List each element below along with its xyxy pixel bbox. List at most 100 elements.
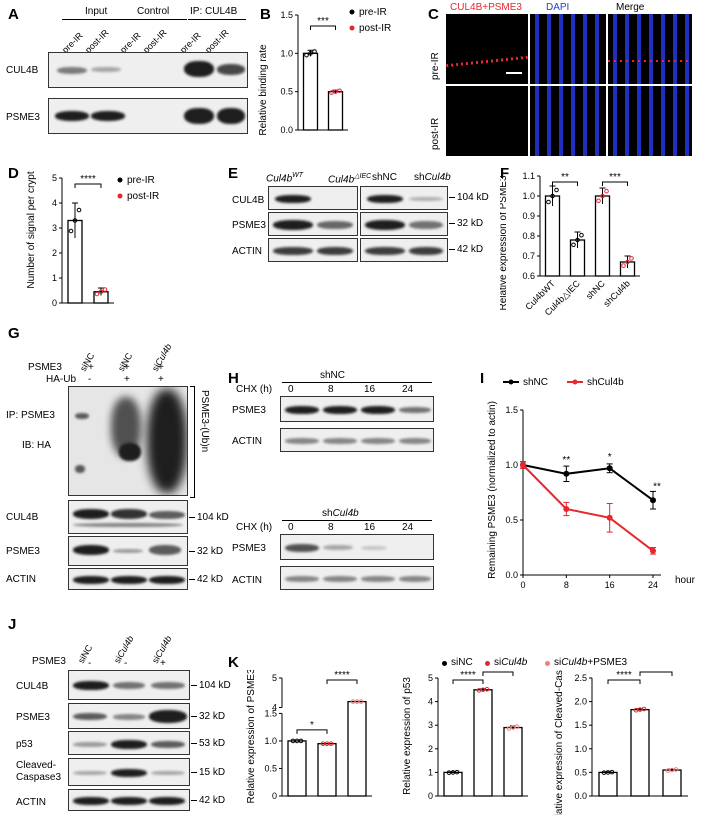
blot-psme3-mice: [268, 212, 358, 236]
blot-psme3: [68, 703, 190, 729]
bar: [598, 771, 618, 797]
bar: [443, 771, 463, 797]
row-label-cul4b: CUL4B: [6, 65, 39, 76]
sig-bracket: [607, 679, 641, 684]
data-point: [575, 237, 580, 243]
sig-label: ****: [648, 670, 664, 673]
data-point: [328, 741, 334, 746]
sig-label: ****: [490, 670, 506, 673]
h-title-shnc: shNC: [320, 370, 346, 381]
ib-label: IB: HA: [22, 440, 51, 451]
header-input: Input: [85, 6, 108, 17]
treat-mark: +: [158, 362, 164, 373]
time-label: 24: [402, 384, 414, 395]
y-tick-label: 3: [52, 223, 57, 233]
y-tick-label: 4: [272, 703, 277, 713]
blot-cul4b: [68, 500, 188, 534]
row-label: Caspase3: [16, 772, 62, 783]
x-tick-label: shCul4b: [601, 278, 631, 308]
row-label: ACTIN: [6, 574, 36, 585]
data-point: [298, 738, 304, 744]
image-post-merge: [608, 86, 692, 156]
data-point: [76, 207, 82, 213]
data-point: [579, 232, 584, 238]
sig-label: ****: [80, 174, 96, 185]
row-label-post-ir: post-IR: [430, 117, 441, 150]
treat-mark: +: [124, 362, 130, 373]
y-tick-label: 0.0: [505, 570, 518, 580]
time-label: 8: [328, 522, 334, 533]
row-label-pre-ir: pre-IR: [430, 52, 441, 80]
data-point: [304, 52, 309, 58]
legend-pre: pre-IR: [127, 175, 155, 186]
y-tick-label: 5: [428, 673, 433, 683]
bar: [503, 726, 523, 797]
legend-dot-post: [117, 193, 123, 199]
y-tick-label: 2: [52, 248, 57, 258]
data-point: [333, 89, 338, 94]
data-point: [625, 259, 630, 265]
kd-marker: 53 kD: [199, 738, 226, 749]
bar: [327, 91, 344, 131]
data-point: [650, 497, 656, 504]
header-control: Control: [137, 6, 170, 17]
y-tick-label: 1.1: [522, 171, 535, 181]
treat-mark: -: [88, 658, 92, 669]
lane-label: shCul4b: [414, 172, 451, 183]
data-point: [337, 88, 342, 94]
header-line: [62, 19, 134, 20]
chart-k2: 0 1 2 3 4 5 **** **** Relative expression of p5…: [402, 670, 528, 801]
panel-label-b: B: [260, 6, 271, 23]
data-point: [484, 686, 490, 692]
chart-i: 0.00.51.01.50 8 16 24** *** Remaining PSME3 …: [487, 377, 696, 590]
data-point: [596, 198, 601, 204]
header-line: [188, 19, 246, 20]
data-point: [621, 263, 626, 268]
y-tick-label: 1.0: [522, 191, 535, 201]
header-line: [132, 19, 187, 20]
data-point: [606, 465, 613, 472]
blot-cul4b: [68, 670, 190, 700]
sig-bracket: [639, 671, 673, 676]
kd-marker: 104 kD: [199, 680, 231, 691]
x-tick-label: 24: [648, 580, 658, 590]
legend-post: post-IR: [127, 191, 159, 202]
time-label: 0: [288, 522, 294, 533]
legend-shcul4b: shCul4b: [587, 377, 624, 388]
sig-bracket: [310, 25, 336, 30]
chx-label: CHX (h): [236, 522, 273, 533]
chart-k3-plot: 0.0 0.5 1.0 1.5 2.0 2.5 **** ****: [574, 670, 688, 801]
chart-b: 0.0 0.5 1.0 1.5 *** Relative binding rate pr…: [258, 7, 391, 136]
legend-sicul4b-psme3: siCul4b+PSME3: [554, 657, 628, 668]
panel-label-f: F: [500, 165, 510, 182]
data-point: [98, 289, 104, 295]
chart-b-ylabel: Relative binding rate: [258, 44, 269, 136]
row-label: Cleaved-: [16, 760, 57, 771]
kd-marker: 32 kD: [199, 711, 226, 722]
data-point: [609, 769, 615, 775]
chart-k3-ylabel: Relative expression of Cleaved-Caspase3: [554, 670, 565, 815]
y-tick-label: 0: [428, 791, 433, 801]
chart-d-plot: 0 1 2 3 4 5 ****: [52, 173, 114, 308]
data-point: [72, 218, 78, 223]
chx-label: CHX (h): [236, 384, 273, 395]
y-tick-label: 3: [428, 720, 433, 730]
y-tick-label: 0.0: [280, 125, 293, 135]
blot-cul4b: [48, 52, 248, 88]
treat-mark: +: [158, 374, 164, 385]
sig-bracket: [452, 679, 484, 684]
legend-dot-sinc: [442, 661, 447, 666]
row-label: ACTIN: [232, 246, 262, 257]
treat-psme3: PSME3: [28, 362, 62, 373]
sig-label: ****: [460, 670, 476, 681]
sig-bracket: [326, 679, 358, 684]
blot-cul4b-sh: [360, 186, 448, 210]
bar: [473, 689, 493, 797]
sig-bracket: [74, 183, 102, 188]
y-tick-label: 0.5: [280, 87, 293, 97]
time-label: 16: [364, 384, 376, 395]
data-point: [506, 726, 512, 731]
chart-b-plot: 0.0 0.5 1.0 1.5 ***: [280, 10, 348, 135]
chart-k1-ylabel: Relative expression of PSME3: [246, 670, 257, 804]
